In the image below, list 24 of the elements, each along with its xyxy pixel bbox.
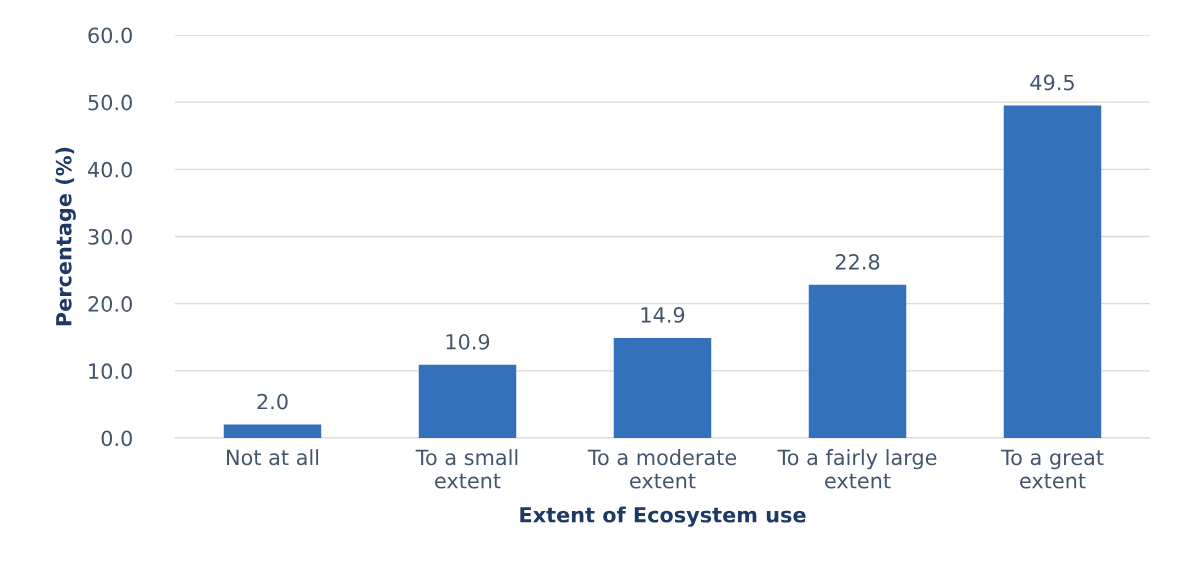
bar	[613, 337, 712, 438]
y-tick-label: 0.0	[101, 430, 132, 447]
bar	[418, 364, 517, 438]
data-label: 22.8	[835, 253, 880, 270]
y-tick-label: 10.0	[89, 363, 132, 380]
y-tick-label: 60.0	[88, 27, 132, 44]
x-tick-label: Not at all	[227, 449, 319, 466]
x-tick-label: To a great extent	[1000, 449, 1104, 489]
y-tick-label: 30.0	[88, 228, 132, 245]
data-label: 2.0	[257, 393, 288, 410]
y-tick-label: 50.0	[88, 94, 132, 111]
x-axis-title: Extent of Ecosystem use	[520, 506, 806, 527]
y-tick-label: 20.0	[88, 296, 132, 312]
data-label: 49.5	[1030, 74, 1074, 91]
data-label: 14.9	[641, 307, 685, 323]
x-tick-label: To a small extent	[415, 449, 518, 489]
bar	[1003, 105, 1102, 438]
data-label: 10.9	[446, 333, 490, 350]
x-tick-label: To a fairly large extent	[777, 449, 937, 489]
bar	[223, 424, 322, 438]
y-axis-title: Percentage (%)	[55, 147, 76, 326]
y-tick-label: 40.0	[87, 161, 132, 178]
x-tick-label: To a moderate extent	[587, 449, 737, 489]
bar	[808, 284, 907, 438]
